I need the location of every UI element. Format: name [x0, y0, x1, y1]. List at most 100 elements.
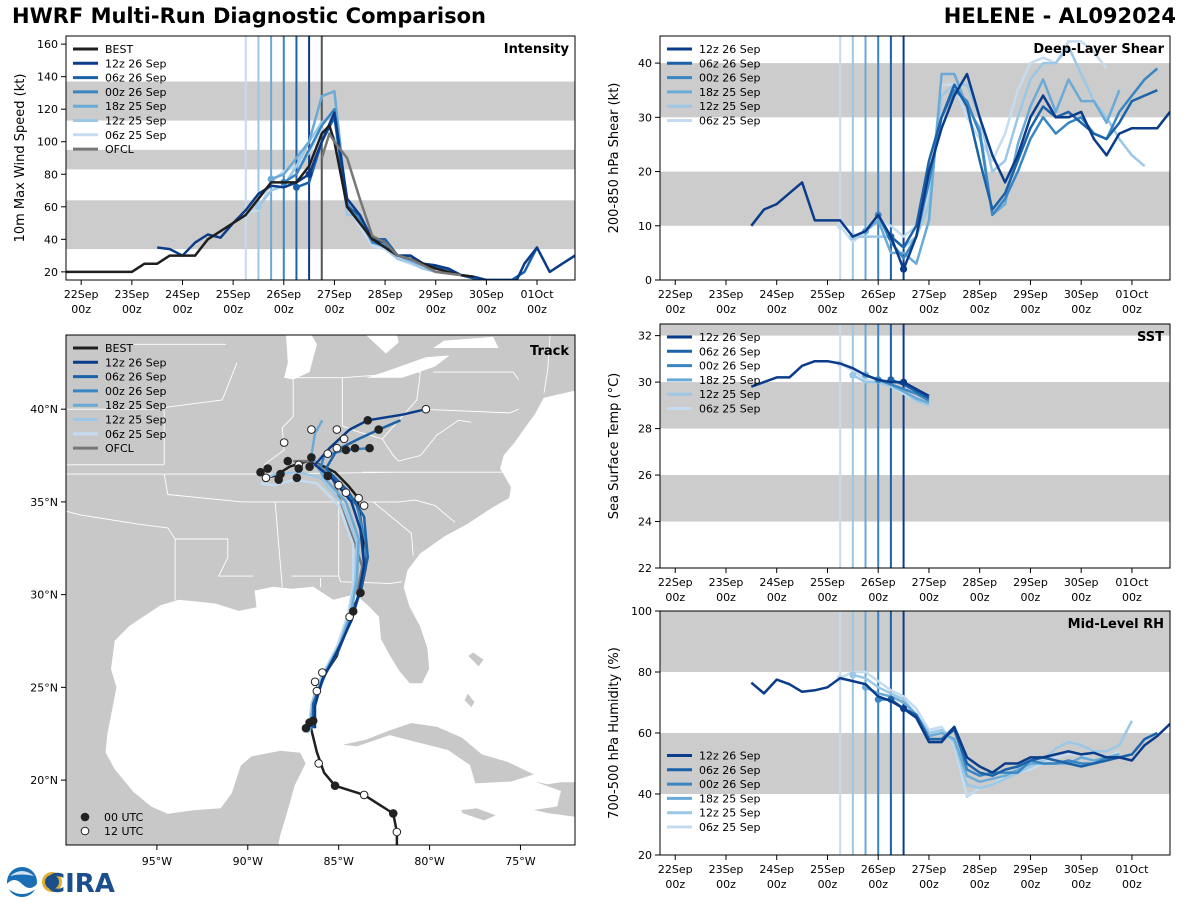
- x-tick-day: 22Sep: [64, 288, 99, 301]
- x-tick-hour: 00z: [1122, 303, 1142, 316]
- cira-logo-text: CIRA: [46, 869, 115, 899]
- marker-legend-symbol: [80, 812, 90, 822]
- x-tick-day: 01Oct: [1115, 863, 1149, 876]
- panel-title: Intensity: [504, 42, 570, 57]
- rh-panel: 20 40 60 80 100 22Sep 00z 23Sep 00z 24Sep 00z 25Sep…: [607, 605, 1171, 891]
- x-tick-day: 30Sep: [1064, 863, 1099, 876]
- x-tick-day: 22Sep: [658, 288, 693, 301]
- x-tick-hour: 00z: [818, 303, 838, 316]
- legend-label: OFCL: [105, 143, 135, 156]
- track-point: [314, 759, 323, 768]
- legend-label: 06z 25 Sep: [699, 115, 761, 128]
- x-tick-day: 24Sep: [759, 576, 794, 589]
- state-border: [433, 371, 519, 380]
- x-tick-day: 25Sep: [216, 288, 251, 301]
- y-tick-label: 40°N: [30, 403, 58, 416]
- x-tick-hour: 00z: [767, 591, 787, 604]
- run-track: [313, 407, 427, 729]
- series-line: [750, 359, 930, 398]
- y-tick-label: 80: [638, 666, 652, 679]
- x-tick-hour: 00z: [1071, 303, 1091, 316]
- x-tick-hour: 00z: [665, 591, 685, 604]
- x-tick-hour: 00z: [818, 591, 838, 604]
- y-tick-label: 40: [638, 57, 652, 70]
- track-point: [365, 443, 374, 453]
- y-axis-label: 700-500 hPa Humidity (%): [607, 647, 622, 819]
- legend-label: 06z 26 Sep: [105, 371, 167, 384]
- x-tick-hour: 00z: [919, 303, 939, 316]
- noaa-logo-icon: [7, 867, 37, 897]
- x-tick-hour: 00z: [1122, 878, 1142, 891]
- x-tick-day: 28Sep: [962, 863, 997, 876]
- x-tick-day: 30Sep: [1064, 576, 1099, 589]
- y-tick-label: 0: [645, 274, 652, 287]
- x-tick-hour: 00z: [970, 878, 990, 891]
- y-tick-label: 20: [638, 849, 652, 862]
- panel-title: Track: [530, 344, 569, 359]
- x-tick-day: 01Oct: [1115, 576, 1149, 589]
- legend-label: 00z 26 Sep: [699, 72, 761, 85]
- track-point: [263, 464, 273, 473]
- series-line: [852, 374, 930, 407]
- init-marker: [849, 671, 857, 679]
- marker-legend-symbol: [80, 826, 90, 836]
- y-tick-label: 120: [37, 103, 58, 116]
- panel-title: Deep-Layer Shear: [1033, 42, 1164, 57]
- track-point: [294, 464, 303, 473]
- legend-label: 12z 25 Sep: [105, 414, 167, 427]
- x-tick-label: 90°W: [233, 855, 263, 868]
- state-border: [167, 527, 254, 577]
- track-point: [256, 467, 265, 477]
- legend-label: 18z 25 Sep: [699, 374, 761, 387]
- track-point: [330, 781, 340, 790]
- legend-label: 12z 25 Sep: [699, 100, 761, 113]
- map-area: [66, 335, 575, 845]
- x-tick-day: 01Oct: [1115, 288, 1149, 301]
- y-tick-label: 30: [638, 376, 652, 389]
- x-tick-day: 25Sep: [810, 288, 845, 301]
- track-point: [307, 453, 316, 462]
- x-tick-hour: 00z: [375, 303, 395, 316]
- track-point: [279, 438, 289, 447]
- track-point: [339, 434, 349, 444]
- x-tick-hour: 00z: [767, 878, 787, 891]
- x-tick-day: 30Sep: [469, 288, 504, 301]
- state-border: [274, 501, 283, 588]
- y-tick-label: 30°N: [30, 589, 58, 602]
- series-line: [877, 67, 1159, 260]
- x-tick-day: 26Sep: [861, 863, 896, 876]
- init-marker: [292, 183, 300, 191]
- track-point: [292, 473, 302, 483]
- legend-label: 06z 25 Sep: [105, 129, 167, 142]
- track-point: [261, 473, 271, 483]
- x-tick-day: 27Sep: [912, 576, 947, 589]
- state-border: [151, 362, 238, 410]
- lake: [284, 335, 317, 380]
- track-point: [356, 588, 365, 598]
- x-tick-day: 28Sep: [368, 288, 403, 301]
- x-tick-hour: 00z: [716, 591, 736, 604]
- x-tick-label: 80°W: [414, 855, 444, 868]
- plot-area: [660, 611, 1170, 855]
- lake: [365, 355, 450, 378]
- track-point: [341, 445, 351, 455]
- init-marker: [254, 203, 262, 211]
- track-point: [318, 668, 327, 677]
- y-tick-label: 10: [638, 220, 652, 233]
- legend-label: 12z 26 Sep: [699, 331, 761, 344]
- land: [459, 807, 498, 822]
- ofcl-line: [320, 132, 462, 277]
- track-point: [334, 480, 343, 490]
- legend-label: 00z 26 Sep: [699, 360, 761, 373]
- page-title: HWRF Multi-Run Diagnostic Comparison: [12, 4, 487, 28]
- x-tick-day: 28Sep: [962, 576, 997, 589]
- shear-panel: 0 10 20 30 40 22Sep 00z 23Sep 00z 24Sep 00z 25Sep 00…: [607, 35, 1171, 316]
- y-axis-label: 200-850 hPa Shear (kt): [607, 83, 622, 234]
- track-point: [374, 425, 383, 434]
- x-tick-hour: 00z: [665, 878, 685, 891]
- legend-label: 06z 26 Sep: [699, 57, 761, 70]
- init-marker: [849, 371, 857, 379]
- x-tick-day: 24Sep: [165, 288, 200, 301]
- legend-label: 12z 25 Sep: [699, 807, 761, 820]
